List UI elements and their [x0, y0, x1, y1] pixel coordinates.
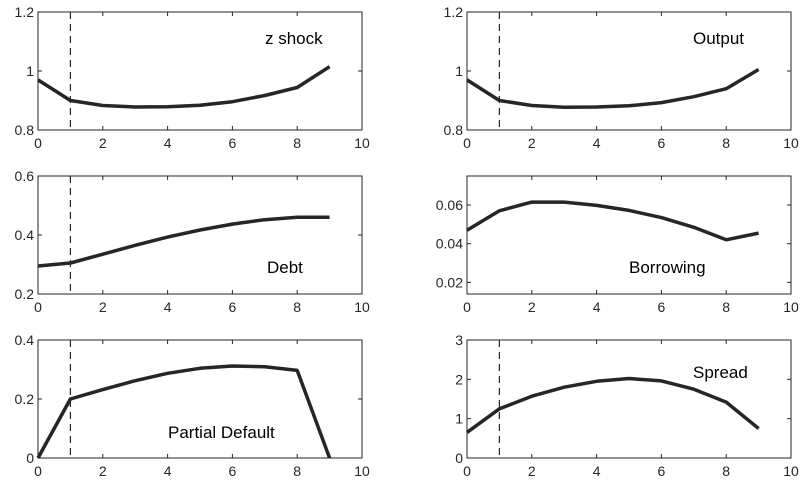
panel-borrowing-xtick-label: 6: [658, 299, 666, 315]
panel-spread-xtick-label: 0: [463, 463, 471, 479]
panel-z-shock-xtick-label: 10: [354, 135, 370, 151]
panel-spread-axes: [466, 339, 792, 459]
panel-spread-xtick-label: 2: [528, 463, 536, 479]
panel-partial-default-ytick-label: 0: [26, 450, 34, 466]
panel-z-shock-xtick-label: 4: [164, 135, 172, 151]
panel-output-ytick-label: 1.2: [444, 4, 464, 20]
panel-spread: 0 2 4 6 8 10 0 1 2 3 Spread: [455, 332, 799, 479]
panel-output-xtick-label: 2: [528, 135, 536, 151]
panel-partial-default-ytick-label: 0.2: [15, 391, 35, 407]
panel-spread-label: Spread: [693, 363, 748, 382]
panel-debt-axes: [37, 175, 363, 295]
panel-output-xtick-label: 10: [783, 135, 799, 151]
panel-debt-xtick-label: 8: [293, 299, 301, 315]
panel-partial-default-xtick-label: 10: [354, 463, 370, 479]
panel-debt-ytick-label: 0.4: [15, 227, 35, 243]
panel-output-ytick-label: 1: [455, 63, 463, 79]
panel-borrowing-xtick-label: 8: [722, 299, 730, 315]
panel-partial-default-xtick-label: 8: [293, 463, 301, 479]
panel-output-xtick-label: 0: [463, 135, 471, 151]
panel-output-xtick-label: 8: [722, 135, 730, 151]
panel-borrowing-xtick-label: 2: [528, 299, 536, 315]
panel-borrowing: 0 2 4 6 8 10 0.02 0.04 0.06 Borrowing: [436, 175, 799, 315]
panel-partial-default-xtick-label: 4: [164, 463, 172, 479]
panel-output-ytick-label: 0.8: [444, 122, 464, 138]
panel-debt-ytick-label: 0.6: [15, 168, 35, 184]
panel-partial-default-series-line: [36, 364, 332, 459]
panel-borrowing-ytick-label: 0.06: [436, 197, 463, 213]
panel-spread-xtick-label: 10: [783, 463, 799, 479]
panel-debt-xtick-label: 6: [229, 299, 237, 315]
panel-partial-default-xtick-label: 0: [34, 463, 42, 479]
panel-output: 0 2 4 6 8 10 0.8 1 1.2 Output: [444, 4, 799, 151]
panel-borrowing-xtick-label: 0: [463, 299, 471, 315]
panel-output-label: Output: [693, 29, 744, 48]
panel-debt-xtick-label: 4: [164, 299, 172, 315]
panel-z-shock: 0 2 4 6 8 10 0.8 1 1.2 z shock: [15, 4, 370, 151]
panel-borrowing-ytick-label: 0.02: [436, 274, 463, 290]
panel-z-shock-xtick-label: 8: [293, 135, 301, 151]
panel-debt: 0 2 4 6 8 10 0.2 0.4 0.6 Debt: [15, 168, 370, 315]
panel-borrowing-xtick-label: 4: [593, 299, 601, 315]
panel-debt-ytick-label: 0.2: [15, 286, 35, 302]
panel-z-shock-xtick-label: 0: [34, 135, 42, 151]
panel-z-shock-xtick-label: 6: [229, 135, 237, 151]
panel-spread-ytick-label: 1: [455, 411, 463, 427]
panel-borrowing-ytick-label: 0.04: [436, 236, 463, 252]
panel-output-xtick-label: 6: [658, 135, 666, 151]
panel-debt-xtick-label: 0: [34, 299, 42, 315]
panel-z-shock-label: z shock: [265, 29, 323, 48]
panel-partial-default-xtick-label: 6: [229, 463, 237, 479]
panel-spread-ytick-label: 0: [455, 450, 463, 466]
panel-spread-series-line: [465, 376, 760, 434]
panel-debt-label: Debt: [267, 258, 303, 277]
panel-spread-xtick-label: 6: [658, 463, 666, 479]
panel-spread-xtick-label: 8: [722, 463, 730, 479]
panel-borrowing-label: Borrowing: [629, 258, 706, 277]
panel-partial-default-label: Partial Default: [168, 423, 275, 442]
panel-z-shock-ytick-label: 1: [26, 63, 34, 79]
panel-spread-xtick-label: 4: [593, 463, 601, 479]
panel-spread-ytick-label: 3: [455, 332, 463, 348]
panel-borrowing-axes: [466, 175, 792, 295]
panel-z-shock-ytick-label: 0.8: [15, 122, 35, 138]
panel-debt-xtick-label: 10: [354, 299, 370, 315]
panel-z-shock-ytick-label: 1.2: [15, 4, 35, 20]
panel-partial-default-xtick-label: 2: [99, 463, 107, 479]
panel-debt-xtick-label: 2: [99, 299, 107, 315]
panel-partial-default: 0 2 4 6 8 10 0 0.2 0.4 Partial Default: [15, 332, 370, 479]
panel-z-shock-xtick-label: 2: [99, 135, 107, 151]
panel-output-series-line: [466, 67, 760, 110]
panel-output-xtick-label: 4: [593, 135, 601, 151]
panel-debt-series-line: [37, 215, 330, 268]
panel-borrowing-xtick-label: 10: [783, 299, 799, 315]
panel-partial-default-ytick-label: 0.4: [15, 332, 35, 348]
panel-borrowing-series-line: [466, 200, 759, 242]
panel-z-shock-series-line: [37, 65, 331, 109]
panel-spread-ytick-label: 2: [455, 371, 463, 387]
